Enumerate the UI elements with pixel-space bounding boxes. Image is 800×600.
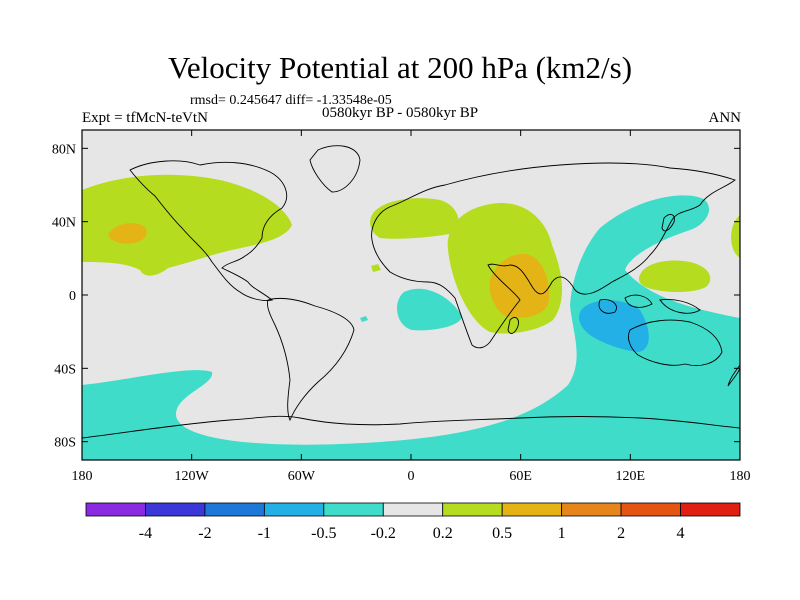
experiment-label: Expt = tfMcN-teVtN (82, 110, 208, 126)
colorbar-label: -1 (258, 525, 271, 542)
colorbar-label: 0.5 (492, 525, 512, 542)
lon-tick-label: 120E (616, 469, 646, 484)
lat-tick-label: 80N (52, 142, 76, 157)
lon-tick-label: 60W (288, 469, 316, 484)
eurasia-africa-coastline (371, 162, 736, 349)
map-title: Velocity Potential at 200 hPa (km2/s) (167, 50, 633, 85)
period-label: 0580kyr BP - 0580kyr BP (322, 105, 479, 121)
lat-tick-label: 0 (69, 289, 76, 304)
new-zealand-coastline (727, 364, 740, 387)
colorbar-box (680, 502, 741, 517)
lat-tick-label: 40S (54, 362, 76, 377)
antarctica-coastline (82, 415, 740, 439)
small-negative-patch (360, 316, 368, 322)
season-label: ANN (708, 110, 742, 126)
maritime-continent-coastline (598, 294, 701, 314)
longitude-axis: 180 120W 60W 0 60E 120E 180 (72, 130, 751, 484)
west-africa-positive-patch (371, 264, 381, 272)
colorbar-box (561, 502, 622, 517)
lon-tick-label: 180 (72, 469, 93, 484)
australia-coastline (627, 319, 723, 366)
japan-coastline (661, 214, 675, 232)
coastlines (82, 145, 740, 439)
southern-ocean-negative-region (82, 195, 740, 460)
lat-tick-label: 40N (52, 216, 76, 231)
north-pacific-stronger-positive-region (108, 223, 147, 244)
north-pacific-positive-region (82, 174, 292, 276)
east-africa-stronger-positive-region (489, 253, 550, 318)
south-atlantic-negative-region (397, 288, 462, 331)
indian-ocean-stronger-negative-region (578, 300, 649, 352)
colorbar-label: 0.2 (433, 525, 453, 542)
colorbar-box (204, 502, 265, 517)
colorbar-box (85, 502, 146, 517)
colorbar: -4 -2 -1 -0.5 -0.2 0.2 0.5 1 2 4 (85, 502, 741, 542)
colorbar-box (263, 502, 325, 517)
colorbar-label: -4 (139, 525, 152, 542)
greenland-coastline (309, 145, 361, 193)
west-pacific-positive-region (638, 260, 711, 293)
europe-positive-region (370, 198, 459, 239)
colorbar-label: 1 (558, 525, 566, 542)
colorbar-label: -0.5 (311, 525, 336, 542)
colorbar-label: 4 (677, 525, 685, 542)
colorbar-box (382, 502, 444, 517)
colorbar-label: -2 (198, 525, 211, 542)
latitude-axis: 80N 40N 0 40S 80S (52, 142, 740, 451)
lon-tick-label: 180 (730, 469, 751, 484)
colorbar-box (442, 502, 503, 517)
colorbar-box (323, 502, 384, 517)
north-america-coastline (129, 160, 288, 301)
madagascar-coastline (507, 317, 519, 334)
map-field (82, 130, 740, 460)
colorbar-box (620, 502, 681, 517)
lon-tick-label: 120W (175, 469, 210, 484)
colorbar-label: 2 (617, 525, 625, 542)
south-america-coastline (267, 297, 355, 422)
stats-line: rmsd= 0.245647 diff= -1.33548e-05 (190, 93, 392, 108)
lon-tick-label: 0 (408, 469, 415, 484)
lat-tick-label: 80S (54, 436, 76, 451)
west-pacific-edge-positive-region (731, 215, 740, 258)
colorbar-label: -0.2 (371, 525, 396, 542)
lon-tick-label: 60E (509, 469, 532, 484)
colorbar-box (145, 502, 206, 517)
colorbar-box (501, 502, 563, 517)
